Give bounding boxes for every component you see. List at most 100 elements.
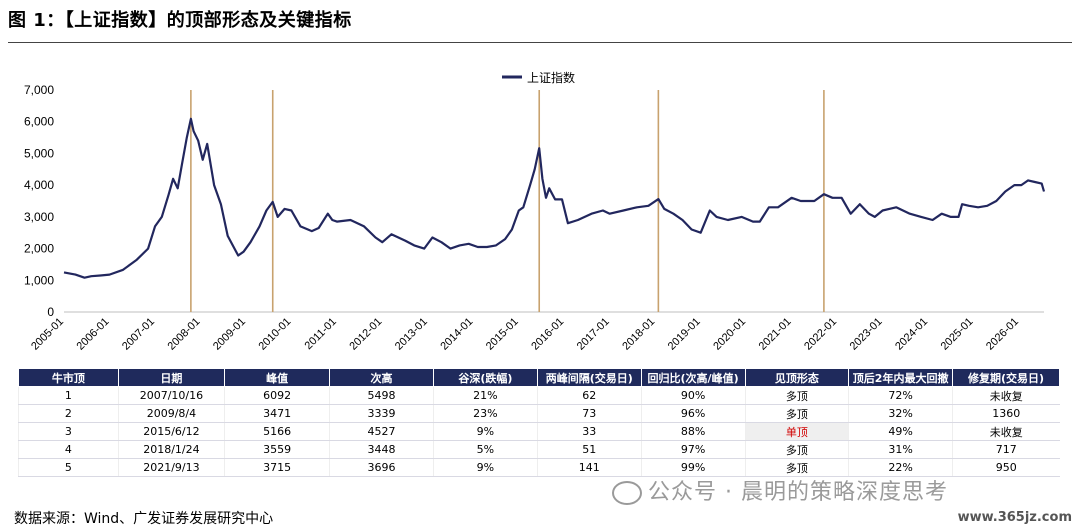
table-cell: 62 xyxy=(536,386,642,405)
table-cell: 多顶 xyxy=(744,458,849,477)
y-tick-label: 3,000 xyxy=(24,210,54,224)
table-cell: 9% xyxy=(432,458,538,477)
table-cell: 2015/6/12 xyxy=(117,422,225,441)
table-cell: 3715 xyxy=(224,458,330,477)
top-pattern-table: 牛市顶 日期 峰值 次高 谷深(跌幅) 两峰间隔(交易日) 回归比(次高/峰值)… xyxy=(18,368,1060,477)
table-cell: 32% xyxy=(848,404,953,423)
header-cell: 次高 xyxy=(329,368,434,387)
wechat-icon xyxy=(612,481,642,505)
x-tick-label: 2012-01 xyxy=(347,316,384,353)
header-cell: 回归比(次高/峰值) xyxy=(640,368,746,387)
x-tick-label: 2007-01 xyxy=(120,316,157,353)
table-cell: 1360 xyxy=(952,404,1060,423)
x-tick-label: 2020-01 xyxy=(711,316,748,353)
header-cell: 谷深(跌幅) xyxy=(432,368,538,387)
table-row: 2 2009/8/4 3471 3339 23% 73 96% 多顶 32% 1… xyxy=(18,404,1060,423)
table-cell: 99% xyxy=(640,458,746,477)
x-tick-label: 2025-01 xyxy=(939,316,976,353)
data-source-note: 数据来源：Wind、广发证券发展研究中心 xyxy=(14,511,274,527)
table-cell: 3339 xyxy=(329,404,434,423)
table-cell: 多顶 xyxy=(744,440,849,459)
table-header-row: 牛市顶 日期 峰值 次高 谷深(跌幅) 两峰间隔(交易日) 回归比(次高/峰值)… xyxy=(18,368,1060,387)
table-cell: 2018/1/24 xyxy=(117,440,225,459)
x-tick-label: 2008-01 xyxy=(166,316,203,353)
table-cell: 3 xyxy=(18,422,119,441)
table-cell: 4527 xyxy=(329,422,434,441)
table-cell: 未收复 xyxy=(952,422,1060,441)
table-cell: 22% xyxy=(848,458,953,477)
table-cell: 2009/8/4 xyxy=(117,404,225,423)
x-tick-label: 2016-01 xyxy=(529,316,566,353)
y-tick-label: 0 xyxy=(47,305,54,319)
x-tick-label: 2021-01 xyxy=(757,316,794,353)
header-cell: 日期 xyxy=(117,368,226,387)
y-tick-label: 2,000 xyxy=(24,242,54,256)
table-cell: 31% xyxy=(848,440,953,459)
table-cell: 90% xyxy=(640,386,746,405)
x-tick-label: 2019-01 xyxy=(666,316,703,353)
title-divider xyxy=(8,42,1072,43)
x-tick-label: 2005-01 xyxy=(29,316,66,353)
x-tick-label: 2022-01 xyxy=(802,316,839,353)
table-row: 3 2015/6/12 5166 4527 9% 33 88% 单顶 49% 未… xyxy=(18,422,1060,441)
y-tick-label: 5,000 xyxy=(24,146,54,160)
table-cell: 6092 xyxy=(224,386,330,405)
table-row: 4 2018/1/24 3559 3448 5% 51 97% 多顶 31% 7… xyxy=(18,440,1060,459)
table-cell: 950 xyxy=(952,458,1060,477)
header-cell: 两峰间隔(交易日) xyxy=(536,368,642,387)
table-cell: 3559 xyxy=(224,440,330,459)
table-cell: 717 xyxy=(952,440,1060,459)
table-cell: 3448 xyxy=(329,440,434,459)
table-cell: 未收复 xyxy=(952,386,1060,405)
table-cell: 2021/9/13 xyxy=(117,458,225,477)
y-tick-label: 1,000 xyxy=(24,273,54,287)
table-cell: 3696 xyxy=(329,458,434,477)
table-cell: 72% xyxy=(848,386,953,405)
table-cell: 97% xyxy=(640,440,746,459)
table-cell: 49% xyxy=(848,422,953,441)
table-cell: 2 xyxy=(18,404,119,423)
y-tick-label: 7,000 xyxy=(24,83,54,97)
x-tick-label: 2015-01 xyxy=(484,316,521,353)
x-tick-label: 2017-01 xyxy=(575,316,612,353)
table-cell: 51 xyxy=(536,440,642,459)
header-cell: 顶后2年内最大回撤 xyxy=(848,368,954,387)
table-cell: 5166 xyxy=(224,422,330,441)
y-tick-label: 4,000 xyxy=(24,178,54,192)
table-cell: 9% xyxy=(432,422,538,441)
header-cell: 见顶形态 xyxy=(744,368,850,387)
x-tick-label: 2018-01 xyxy=(620,316,657,353)
table-cell: 多顶 xyxy=(744,404,849,423)
table-cell: 多顶 xyxy=(744,386,849,405)
table-cell: 5498 xyxy=(329,386,434,405)
x-tick-label: 2023-01 xyxy=(848,316,885,353)
table-cell: 5 xyxy=(18,458,119,477)
x-tick-label: 2026-01 xyxy=(984,316,1021,353)
header-cell: 修复期(交易日) xyxy=(952,368,1060,387)
table-cell: 96% xyxy=(640,404,746,423)
x-tick-label: 2014-01 xyxy=(438,316,475,353)
x-tick-label: 2009-01 xyxy=(211,316,248,353)
table-cell: 4 xyxy=(18,440,119,459)
legend-label: 上证指数 xyxy=(527,70,575,85)
table-cell: 1 xyxy=(18,386,119,405)
table-row: 1 2007/10/16 6092 5498 21% 62 90% 多顶 72%… xyxy=(18,386,1060,405)
series-line-shanghai xyxy=(63,117,1046,279)
site-watermark: www.365jz.com xyxy=(957,510,1072,525)
table-cell: 141 xyxy=(536,458,642,477)
table-cell: 33 xyxy=(536,422,642,441)
table-cell: 2007/10/16 xyxy=(117,386,225,405)
x-tick-label: 2010-01 xyxy=(256,316,293,353)
y-tick-label: 6,000 xyxy=(24,115,54,129)
highlighted-cell: 单顶 xyxy=(744,422,849,441)
header-cell: 牛市顶 xyxy=(18,368,119,387)
x-tick-label: 2013-01 xyxy=(393,316,430,353)
watermark: 公众号 · 晨明的策略深度思考 xyxy=(612,474,948,506)
table-cell: 73 xyxy=(536,404,642,423)
line-chart: 0 1,000 2,000 3,000 4,000 5,000 6,000 7,000 2005… xyxy=(24,70,1046,353)
x-tick-label: 2011-01 xyxy=(303,316,339,352)
table-row: 5 2021/9/13 3715 3696 9% 141 99% 多顶 22% … xyxy=(18,458,1060,477)
table-cell: 88% xyxy=(640,422,746,441)
x-tick-label: 2006-01 xyxy=(75,316,112,353)
table-cell: 3471 xyxy=(224,404,330,423)
